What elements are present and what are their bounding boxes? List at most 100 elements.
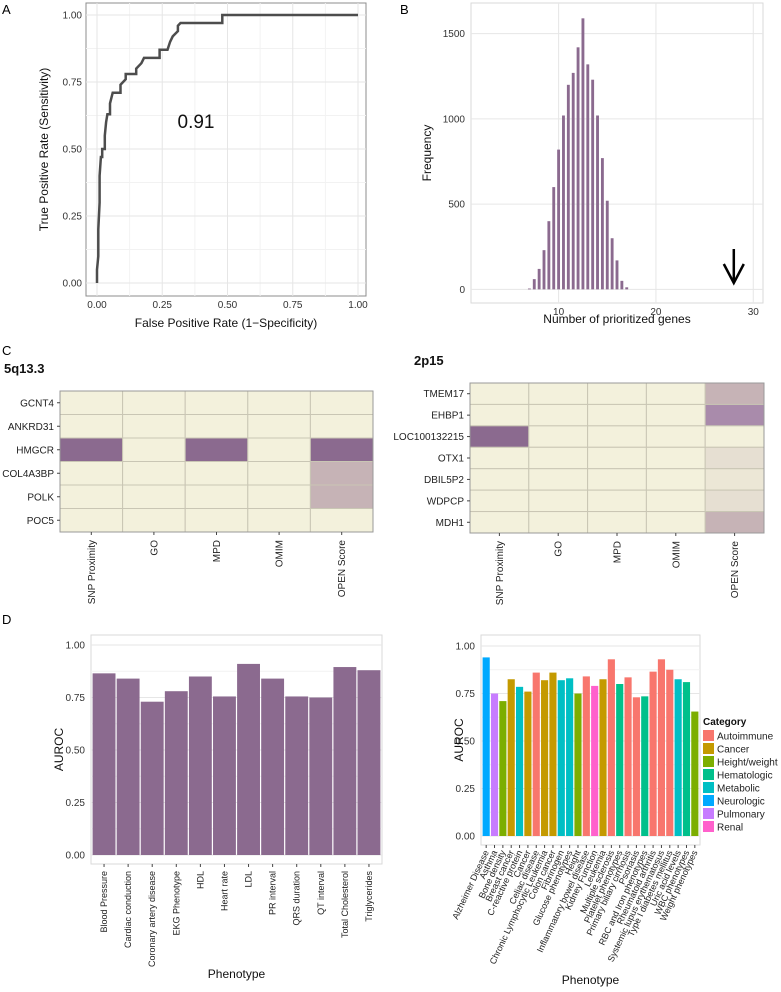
legend-item: Height/weight	[717, 758, 778, 769]
x-tick-label: Triglycerides	[364, 871, 374, 922]
heatmap-cell	[469, 468, 530, 491]
legend-item: Cancer	[717, 745, 750, 756]
bar	[666, 669, 674, 836]
x-tick-label: 0.75	[283, 300, 303, 311]
row-label: MDH1	[436, 518, 465, 529]
y-tick-label: 0.00	[63, 279, 83, 290]
x-tick-label: Total Cholesterol	[340, 871, 350, 938]
row-label: EHBP1	[431, 411, 464, 422]
bar	[164, 691, 188, 855]
heatmap-cell	[645, 489, 706, 513]
bar	[607, 659, 615, 836]
heatmap-5q13: 5q13.3 GCNT4 ANKRD31 HMGCR COL4A3BP POLK POC5 S…	[2, 361, 374, 604]
y-tick-label: 0.50	[63, 145, 83, 156]
heatmap-cell	[309, 508, 374, 533]
x-tick-label: 0.25	[153, 300, 173, 311]
y-tick-label: 1000	[443, 114, 466, 125]
bar	[92, 673, 116, 855]
heatmap-cell	[528, 489, 589, 513]
heatmap-cell	[587, 468, 647, 491]
heatmap-cell	[247, 437, 311, 462]
heatmap-cell	[309, 414, 374, 439]
histogram-bar	[600, 158, 604, 290]
y-axis-label: AUROC	[452, 718, 466, 762]
histogram-bar	[571, 72, 575, 290]
heatmap-cell	[587, 511, 647, 534]
bar	[188, 676, 212, 855]
heatmap-cell	[528, 511, 589, 534]
roc-chart: 0.00 0.25 0.50 0.75 1.00 0.00 0.25 0.50 0.75 1.00…	[37, 2, 368, 330]
heatmap-cell	[59, 508, 124, 533]
legend-item: Renal	[717, 823, 743, 834]
heatmap-cell	[59, 461, 124, 486]
x-tick-label: EKG Phenotype	[171, 871, 181, 936]
heatmap-cell	[469, 511, 530, 534]
column-label: SNP Proximity	[495, 541, 506, 605]
histogram-bar	[542, 250, 546, 290]
bar	[674, 679, 682, 836]
legend-swatch	[703, 769, 714, 780]
x-tick-label: 0.50	[218, 300, 238, 311]
heatmap-cell	[645, 425, 706, 448]
column-label: OPEN Score	[730, 541, 741, 599]
y-tick-label: 0.25	[66, 798, 86, 809]
panel-label-c: C	[2, 343, 11, 358]
panel-label-d: D	[2, 612, 11, 627]
x-axis-label: Number of prioritized genes	[543, 312, 690, 326]
y-axis-label: True Positive Rate (Sensitivity)	[37, 68, 51, 232]
y-tick-label: 1.00	[63, 11, 83, 22]
histogram-bar	[610, 238, 614, 290]
bar	[649, 671, 657, 836]
column-label: OMIM	[671, 541, 682, 568]
legend-swatch	[703, 795, 714, 806]
x-tick-label: 30	[748, 307, 760, 318]
x-tick-label: 20	[650, 307, 662, 318]
y-tick-label: 1.00	[66, 641, 86, 652]
bar	[285, 696, 309, 855]
heatmap-cell	[469, 403, 530, 427]
row-label: TMEM17	[423, 389, 464, 400]
heatmap-cell	[122, 508, 186, 533]
row-label: GCNT4	[20, 398, 54, 409]
heatmap-cell	[704, 446, 765, 470]
row-label: OTX1	[438, 454, 465, 465]
row-label: ANKRD31	[8, 422, 55, 433]
x-tick-label: 0.00	[87, 300, 107, 311]
heatmap-cell	[247, 461, 311, 486]
heatmap-cell	[184, 484, 249, 509]
heatmap-cell	[469, 425, 530, 448]
heatmap-cell	[247, 390, 311, 415]
heatmap-cell	[528, 403, 589, 427]
heatmap-cell	[645, 511, 706, 534]
bar	[566, 678, 574, 836]
bar	[582, 676, 590, 836]
heatmap-cell	[704, 403, 765, 427]
column-label: GO	[149, 540, 160, 556]
x-tick-label: 10	[553, 307, 565, 318]
legend-swatch	[703, 821, 714, 832]
row-label: WDPCP	[427, 496, 465, 507]
bar	[574, 693, 582, 836]
heatmap-cell	[184, 414, 249, 439]
y-tick-label: 0.75	[63, 78, 83, 89]
legend-swatch	[703, 808, 714, 819]
bar	[140, 701, 164, 855]
bar	[549, 672, 557, 836]
histogram-bar	[586, 64, 590, 290]
heatmap-cell	[122, 484, 186, 509]
bar	[261, 678, 285, 855]
legend-item: Metabolic	[717, 784, 760, 795]
legend-item: Pulmonary	[717, 810, 765, 821]
histogram-bar	[620, 280, 624, 290]
bar	[333, 667, 357, 855]
heatmap-cell	[587, 489, 647, 513]
heatmap-cell	[528, 382, 589, 405]
legend-item: Hematologic	[717, 771, 773, 782]
heatmap-cell	[247, 414, 311, 439]
y-tick-label: 0.75	[66, 693, 86, 704]
bar	[357, 670, 381, 855]
histogram-bar	[625, 287, 629, 290]
bar	[213, 696, 236, 855]
x-tick-label: Heart rate	[219, 871, 229, 911]
bar	[116, 678, 140, 855]
